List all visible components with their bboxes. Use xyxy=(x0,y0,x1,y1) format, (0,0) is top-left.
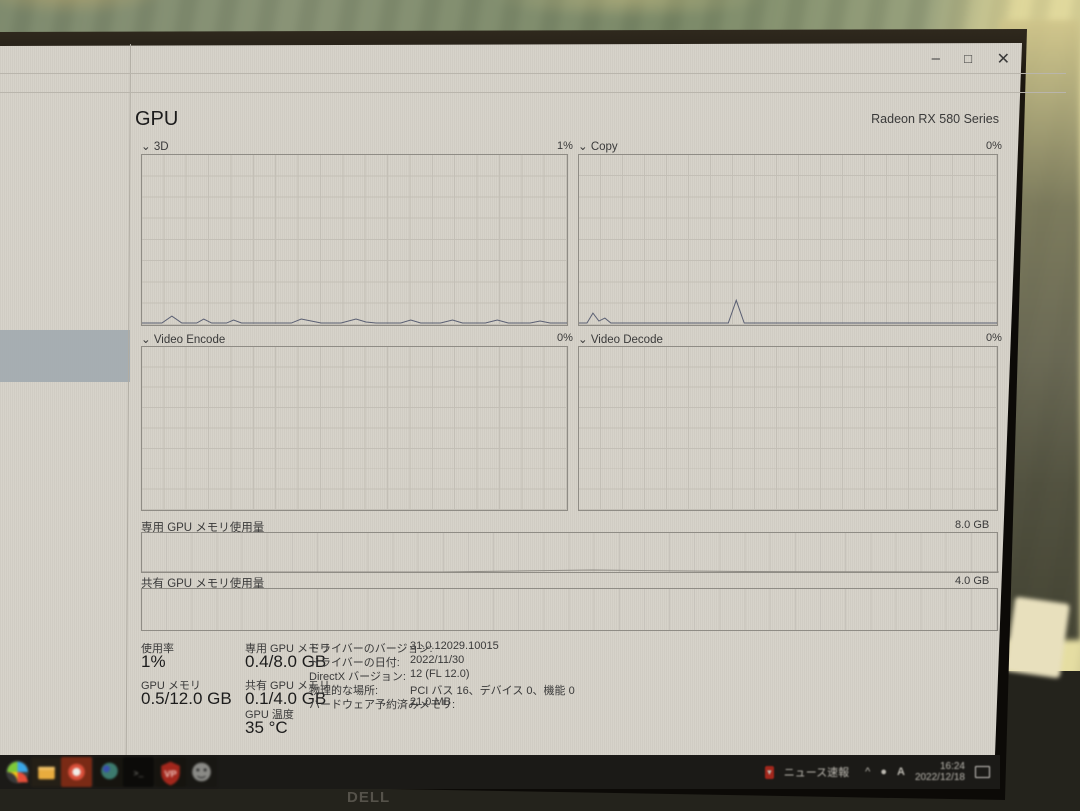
svg-text:VP: VP xyxy=(164,769,176,779)
svg-text:>_: >_ xyxy=(134,770,144,779)
